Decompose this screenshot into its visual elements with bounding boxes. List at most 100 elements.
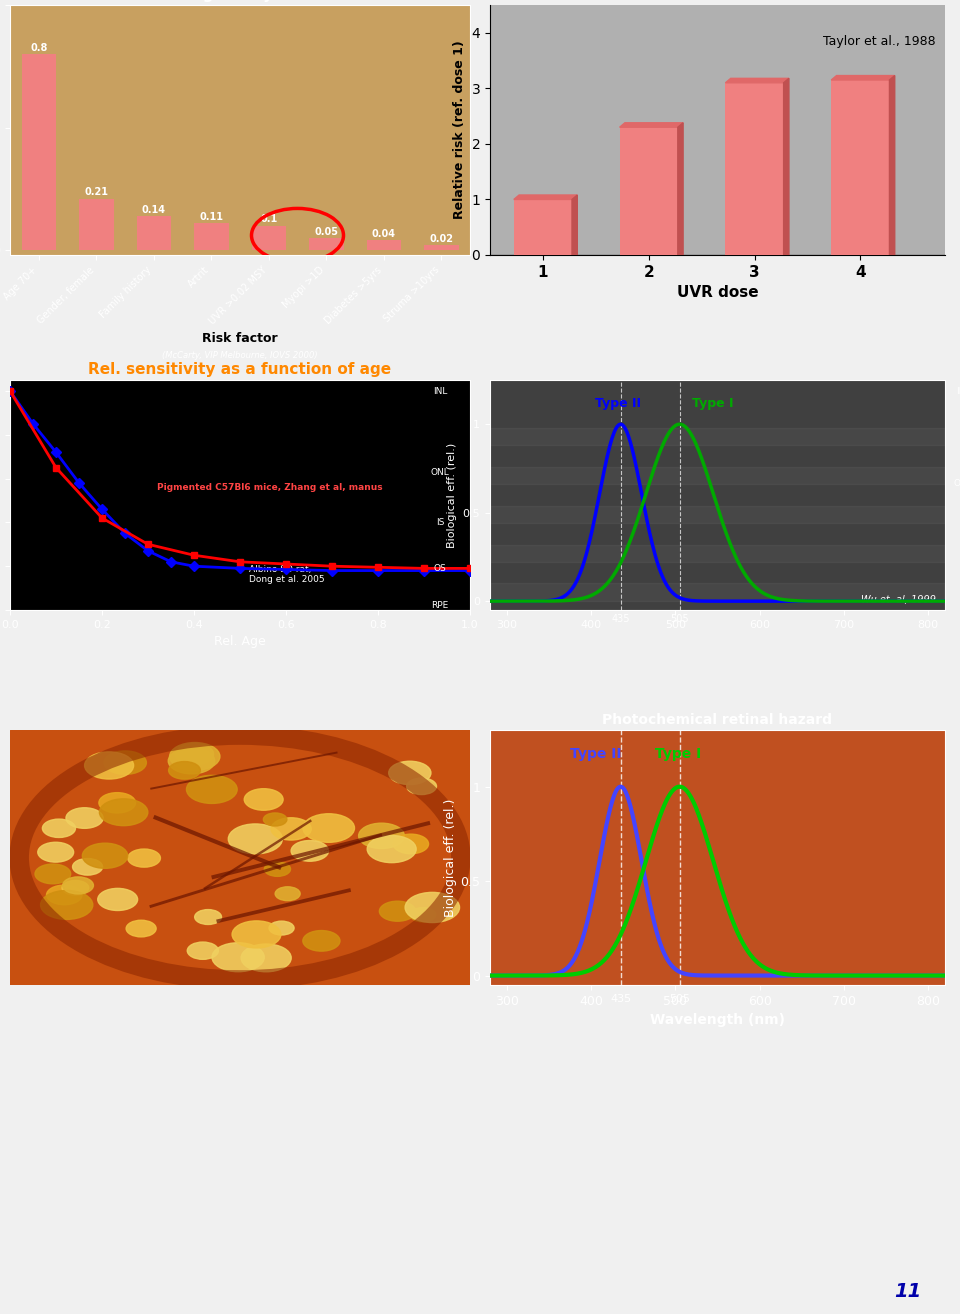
Circle shape xyxy=(73,858,103,875)
X-axis label: Rel. Age: Rel. Age xyxy=(214,635,266,648)
Text: 0.11: 0.11 xyxy=(200,212,224,222)
Bar xyxy=(21,54,56,250)
Circle shape xyxy=(394,834,428,854)
Circle shape xyxy=(410,908,436,922)
X-axis label: Wavelength (nm): Wavelength (nm) xyxy=(650,1013,785,1028)
Bar xyxy=(831,80,890,255)
Circle shape xyxy=(62,876,93,894)
Circle shape xyxy=(176,744,213,765)
Text: IS: IS xyxy=(436,518,444,527)
Circle shape xyxy=(379,901,416,921)
Circle shape xyxy=(407,778,437,795)
Text: ONL: ONL xyxy=(431,468,449,477)
Text: 0.04: 0.04 xyxy=(372,229,396,239)
Text: 435: 435 xyxy=(612,615,630,624)
X-axis label: UVR dose: UVR dose xyxy=(677,285,758,301)
Circle shape xyxy=(98,888,137,911)
Circle shape xyxy=(276,887,300,900)
Circle shape xyxy=(168,748,215,774)
Polygon shape xyxy=(572,194,577,255)
Bar xyxy=(424,246,459,250)
Text: 11: 11 xyxy=(895,1282,922,1301)
Circle shape xyxy=(291,841,328,861)
Bar xyxy=(490,583,945,600)
Polygon shape xyxy=(619,122,684,127)
Circle shape xyxy=(359,823,404,849)
Text: ONL: ONL xyxy=(954,480,960,487)
Text: Type I: Type I xyxy=(650,748,702,761)
Text: 0.02: 0.02 xyxy=(429,234,453,244)
Circle shape xyxy=(228,824,282,854)
Polygon shape xyxy=(890,76,895,255)
Text: 505: 505 xyxy=(669,993,690,1004)
Bar xyxy=(79,198,113,250)
Text: 0.8: 0.8 xyxy=(30,43,47,53)
Bar xyxy=(252,226,286,250)
Circle shape xyxy=(62,880,88,895)
Circle shape xyxy=(195,909,222,925)
Y-axis label: Biological eff. (rel.): Biological eff. (rel.) xyxy=(447,443,457,548)
Circle shape xyxy=(187,942,219,959)
Text: Albino SD rat,
Dong et al. 2005: Albino SD rat, Dong et al. 2005 xyxy=(250,565,324,585)
Circle shape xyxy=(169,762,201,779)
Bar xyxy=(490,544,945,562)
Circle shape xyxy=(42,819,76,837)
Circle shape xyxy=(269,921,294,936)
Polygon shape xyxy=(726,79,789,83)
Circle shape xyxy=(263,813,287,827)
Circle shape xyxy=(264,862,291,876)
Text: INL: INL xyxy=(956,388,960,396)
X-axis label: Risk factor: Risk factor xyxy=(203,332,277,344)
Circle shape xyxy=(303,813,354,842)
Polygon shape xyxy=(783,79,789,255)
Circle shape xyxy=(99,792,135,813)
Bar xyxy=(367,240,401,250)
Title: Risk for cortical cataract as a function of UVR-B from the sun: Risk for cortical cataract as a function… xyxy=(503,0,932,3)
Circle shape xyxy=(35,865,71,884)
Circle shape xyxy=(302,930,340,951)
Circle shape xyxy=(83,844,128,869)
Polygon shape xyxy=(514,194,577,200)
Text: Type II: Type II xyxy=(570,748,621,761)
Bar xyxy=(490,506,945,523)
Bar xyxy=(514,200,572,255)
Text: 0.1: 0.1 xyxy=(260,214,277,225)
Circle shape xyxy=(46,886,82,905)
Text: OS: OS xyxy=(434,564,446,573)
Bar xyxy=(490,466,945,485)
Text: Type I: Type I xyxy=(692,397,733,410)
Circle shape xyxy=(244,788,283,811)
Circle shape xyxy=(40,891,93,920)
Circle shape xyxy=(212,942,264,972)
Text: Wu et. al, 1999: Wu et. al, 1999 xyxy=(861,595,936,606)
Bar xyxy=(490,428,945,445)
Circle shape xyxy=(100,799,148,825)
Circle shape xyxy=(367,836,417,863)
Bar xyxy=(619,127,678,255)
Title: Cataract, cortical,  risk factors
Age>40 yrs: Cataract, cortical, risk factors Age>40 … xyxy=(109,0,371,3)
Text: Pigmented C57Bl6 mice, Zhang et al, manus: Pigmented C57Bl6 mice, Zhang et al, manu… xyxy=(157,484,383,493)
Circle shape xyxy=(84,752,133,779)
Circle shape xyxy=(232,921,281,947)
Circle shape xyxy=(104,750,147,774)
Circle shape xyxy=(126,920,156,937)
Circle shape xyxy=(128,849,160,867)
Bar xyxy=(726,83,783,255)
Text: Type II: Type II xyxy=(595,397,641,410)
Circle shape xyxy=(37,842,74,862)
Title: Photochemical retinal hazard: Photochemical retinal hazard xyxy=(603,714,832,728)
Circle shape xyxy=(170,742,220,770)
Text: 435: 435 xyxy=(610,993,631,1004)
Polygon shape xyxy=(831,76,895,80)
Circle shape xyxy=(241,943,291,972)
Circle shape xyxy=(186,775,237,803)
Title: Rel. sensitivity as a function of age: Rel. sensitivity as a function of age xyxy=(88,363,392,377)
Bar xyxy=(136,215,171,250)
Y-axis label: Relative risk (ref. dose 1): Relative risk (ref. dose 1) xyxy=(453,41,466,219)
Bar xyxy=(309,238,344,250)
Bar xyxy=(194,223,228,250)
Text: Taylor et al., 1988: Taylor et al., 1988 xyxy=(824,35,936,49)
Polygon shape xyxy=(678,122,684,255)
Text: 505: 505 xyxy=(670,615,689,624)
Text: RPE: RPE xyxy=(431,600,448,610)
